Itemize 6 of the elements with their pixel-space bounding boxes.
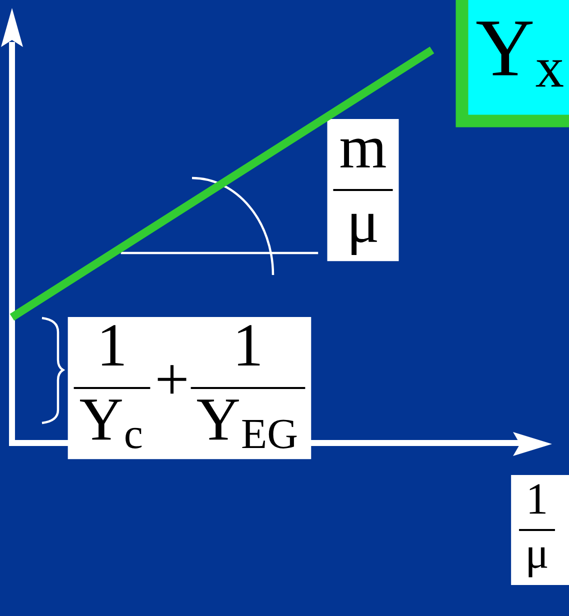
annotation: 1 Y$_{c}$ xyxy=(80,325,142,448)
annotation: m μ xyxy=(340,138,386,255)
annotation: 1 Y$_{EG}$ xyxy=(197,325,297,448)
annotation: + xyxy=(158,365,186,394)
x-axis-title: 1 μ xyxy=(528,484,548,578)
annotation: Y$_{x}$ xyxy=(476,22,564,87)
